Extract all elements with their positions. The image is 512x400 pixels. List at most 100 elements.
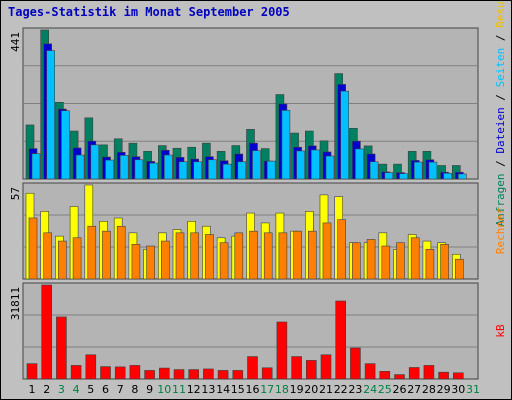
bar-kb-day-12 [188,369,199,380]
x-tick-label: 30 [451,383,465,396]
bar-seiten-day-23 [355,148,364,180]
bar-rechner-day-6 [102,230,111,280]
bar-kb-day-15 [232,370,244,380]
bar-seiten-day-30 [457,173,467,180]
bar-kb-day-17 [261,367,273,380]
bar-seiten-day-5 [90,144,100,180]
bar-seiten-day-4 [75,154,85,180]
bar-seiten-day-19 [296,150,305,180]
bar-seiten-day-20 [310,149,320,180]
bar-rechner-day-17 [263,232,273,280]
bar-rechner-day-29 [440,244,449,280]
x-tick-label: 9 [146,383,153,396]
bar-kb-day-26 [394,374,405,380]
x-tick-label: 19 [290,383,304,396]
x-tick-label: 22 [334,383,348,396]
bar-seiten-day-11 [178,161,188,180]
bar-rechner-day-12 [190,232,199,280]
bar-rechner-day-30 [454,258,464,280]
legend-entry: Besuche [494,1,507,28]
bar-seiten-day-29 [443,172,452,180]
bar-rechner-day-27 [410,237,420,280]
bar-kb-day-8 [129,365,141,380]
bar-kb-day-23 [350,347,361,380]
bar-kb-day-2 [41,284,53,380]
x-tick-label: 17 [260,383,274,396]
x-tick-label: 3 [58,383,65,396]
bar-rechner-day-15 [234,232,244,280]
bar-seiten-day-16 [252,150,261,180]
bar-kb-day-4 [70,365,82,380]
bar-seiten-day-21 [325,155,335,180]
bar-kb-day-25 [379,371,391,380]
bar-kb-day-18 [276,321,288,380]
bar-seiten-day-22 [340,90,350,180]
bar-kb-day-28 [423,365,435,380]
bar-seiten-day-25 [384,172,394,180]
bar-kb-day-30 [452,372,464,380]
bar-seiten-day-10 [164,154,173,180]
bar-rechner-day-21 [322,222,332,280]
bar-seiten-day-9 [149,162,158,180]
bar-rechner-day-8 [131,244,141,280]
x-tick-label: 6 [102,383,109,396]
bar-rechner-day-2 [43,232,53,280]
bar-kb-day-20 [305,360,317,380]
x-tick-label: 4 [73,383,80,396]
legend-panel-1: Anfragen / Dateien / Seiten / Besuche [494,1,507,227]
bar-rechner-day-24 [366,239,376,280]
bar-kb-day-27 [408,367,420,380]
bar-seiten-day-7 [119,155,129,180]
x-tick-label: 28 [422,383,436,396]
bar-kb-day-3 [56,316,67,380]
x-tick-label: 29 [437,383,451,396]
legend-entry: Anfragen [494,174,507,227]
x-tick-label: 13 [201,383,215,396]
bar-seiten-day-15 [237,161,247,180]
y-max-label: 31811 [9,287,22,320]
bar-rechner-day-3 [58,240,67,280]
bar-seiten-day-24 [369,161,379,180]
bar-rechner-day-9 [146,245,155,280]
x-tick-label: 2 [43,383,50,396]
bar-seiten-day-18 [281,110,291,180]
bar-seiten-day-3 [61,110,70,180]
bar-seiten-day-27 [413,161,423,180]
bar-rechner-day-20 [307,230,317,280]
bar-rechner-day-19 [293,230,302,280]
x-tick-label: 16 [246,383,260,396]
legend-entry: / [494,28,507,48]
x-tick-label: 5 [87,383,94,396]
bar-rechner-day-22 [337,219,347,280]
legend-panel-3: kB [494,324,507,338]
bar-seiten-day-17 [266,160,276,180]
bar-rechner-day-10 [161,240,170,280]
legend-entry: Dateien [494,107,507,153]
x-tick-label: 11 [172,383,186,396]
legend-entry: / [494,87,507,107]
chart-title: Tages-Statistik im Monat September 2005 [8,5,290,19]
x-tick-label: 1 [29,383,36,396]
bar-rechner-day-16 [249,230,258,280]
bar-kb-day-10 [159,367,170,380]
x-tick-label: 15 [231,383,245,396]
x-tick-label: 23 [348,383,362,396]
bar-kb-day-7 [114,366,126,380]
bar-rechner-day-1 [28,217,38,280]
x-tick-label: 21 [319,383,333,396]
x-tick-label: 7 [117,383,124,396]
x-tick-label: 31 [466,383,480,396]
x-tick-label: 27 [407,383,421,396]
bar-seiten-day-1 [31,153,41,180]
bar-kb-day-21 [320,354,332,380]
bar-kb-day-29 [438,371,449,380]
bar-kb-day-22 [335,300,347,380]
x-tick-label: 12 [187,383,201,396]
bar-kb-day-13 [203,368,214,380]
bar-seiten-day-6 [105,159,114,180]
legend-entry: kB [494,324,507,338]
bar-rechner-day-11 [175,232,185,280]
bar-rechner-day-18 [278,232,288,280]
